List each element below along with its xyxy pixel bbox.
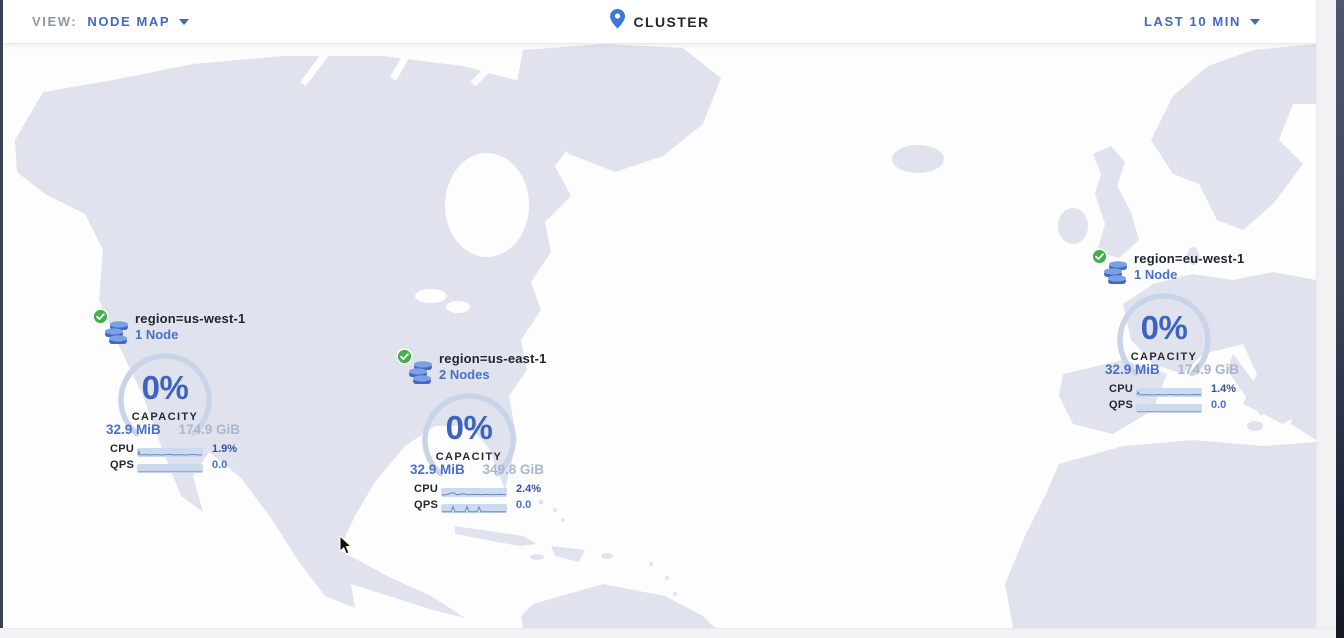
marker-titles: region=us-west-1 1 Node [135,311,245,342]
database-stack-icon [103,321,131,347]
capacity-arc [422,393,516,477]
cpu-value: 1.9% [212,442,238,455]
qps-label: QPS [414,498,439,511]
capacity-used: 32.9 MiB [106,422,161,437]
cpu-label: CPU [414,482,439,495]
qps-sparkline [137,460,203,473]
database-stack-icon [1102,261,1130,287]
view-dropdown[interactable]: NODE MAP [87,14,190,29]
horizontal-scrollbar[interactable] [0,628,1336,638]
node-count-link[interactable]: 1 Node [135,327,179,342]
cpu-sparkline [1136,384,1202,397]
capacity-arc [118,353,212,437]
chevron-down-icon [1250,19,1260,25]
chevron-down-icon [179,19,190,25]
location-pin-icon [609,9,625,34]
cpu-sparkline [137,444,203,457]
healthy-check-icon [92,308,109,325]
qps-value: 0.0 [212,458,228,471]
capacity-caption: CAPACITY [1130,351,1198,363]
qps-metric-row: QPS 0.0 [1109,398,1309,413]
region-label: region=eu-west-1 [1134,251,1245,266]
locality-marker-eu-west-1[interactable]: region=eu-west-1 1 Node 0% CAPACITY 32.9… [1089,248,1244,414]
world-map[interactable]: region=us-west-1 1 Node 0% CAPACITY 32.9… [3,44,1316,628]
cpu-label: CPU [1109,382,1134,395]
capacity-caption: CAPACITY [131,411,199,423]
capacity-percentage: 0% [1140,309,1188,346]
marker-titles: region=eu-west-1 1 Node [1134,251,1244,282]
marker-header: region=us-east-1 2 Nodes [394,348,624,388]
breadcrumb[interactable]: CLUSTER [609,9,710,34]
capacity-used: 32.9 MiB [410,462,465,477]
cpu-value: 1.4% [1211,382,1237,395]
marker-header: region=us-west-1 1 Node [90,308,320,348]
qps-value: 0.0 [516,498,532,511]
marker-header: region=eu-west-1 1 Node [1089,248,1316,288]
capacity-percentage: 0% [141,369,189,406]
locality-marker-us-east-1[interactable]: region=us-east-1 2 Nodes 0% CAPACITY 32.… [394,348,546,514]
region-label: region=us-east-1 [439,351,547,366]
database-stack-icon [407,361,435,387]
capacity-caption: CAPACITY [435,451,503,463]
header: VIEW: NODE MAP CLUSTER LAST 10 MIN [3,0,1316,44]
time-range-value: LAST 10 MIN [1143,14,1241,29]
locality-marker-us-west-1[interactable]: region=us-west-1 1 Node 0% CAPACITY 32.9… [90,308,245,474]
capacity-total: 174.9 GiB [178,422,240,437]
node-map-panel: VIEW: NODE MAP CLUSTER LAST 10 MIN [3,0,1316,628]
cpu-metric-row: CPU 2.4% [414,482,614,497]
healthy-check-icon [1091,248,1108,265]
qps-metric-row: QPS 0.0 [414,498,614,513]
cpu-metric-row: CPU 1.4% [1109,382,1309,397]
time-range-group: LAST 10 MIN [1144,14,1260,29]
mouse-cursor-icon [339,534,353,561]
capacity-total: 349.8 GiB [482,462,544,477]
capacity-values: 32.9 MiB 174.9 GiB [106,422,240,437]
qps-metric-row: QPS 0.0 [110,458,310,473]
cpu-label: CPU [110,442,135,455]
qps-label: QPS [110,458,135,471]
marker-titles: region=us-east-1 2 Nodes [439,351,547,382]
view-selector-group: VIEW: NODE MAP [32,14,190,29]
node-count-link[interactable]: 1 Node [1134,267,1178,282]
capacity-gauge: 0% CAPACITY [421,392,517,488]
breadcrumb-cluster: CLUSTER [633,13,710,30]
time-range-dropdown[interactable]: LAST 10 MIN [1144,14,1260,29]
capacity-arc [1117,293,1211,377]
view-label: VIEW: [32,14,78,29]
qps-sparkline [441,500,507,513]
capacity-values: 32.9 MiB 174.9 GiB [1105,362,1239,377]
capacity-gauge: 0% CAPACITY [1116,292,1212,388]
qps-sparkline [1136,400,1202,413]
cpu-value: 2.4% [516,482,542,495]
node-count-link[interactable]: 2 Nodes [439,367,490,382]
qps-value: 0.0 [1211,398,1227,411]
capacity-values: 32.9 MiB 349.8 GiB [410,462,544,477]
cpu-sparkline [441,484,507,497]
vertical-scrollbar[interactable] [1316,0,1336,628]
region-label: region=us-west-1 [135,311,246,326]
cpu-metric-row: CPU 1.9% [110,442,310,457]
qps-label: QPS [1109,398,1134,411]
capacity-percentage: 0% [445,409,493,446]
capacity-used: 32.9 MiB [1105,362,1160,377]
page-edge [1336,0,1344,638]
capacity-total: 174.9 GiB [1177,362,1239,377]
world-map-graphic [15,44,1316,628]
view-dropdown-value: NODE MAP [87,14,171,29]
healthy-check-icon [396,348,413,365]
capacity-gauge: 0% CAPACITY [117,352,213,448]
